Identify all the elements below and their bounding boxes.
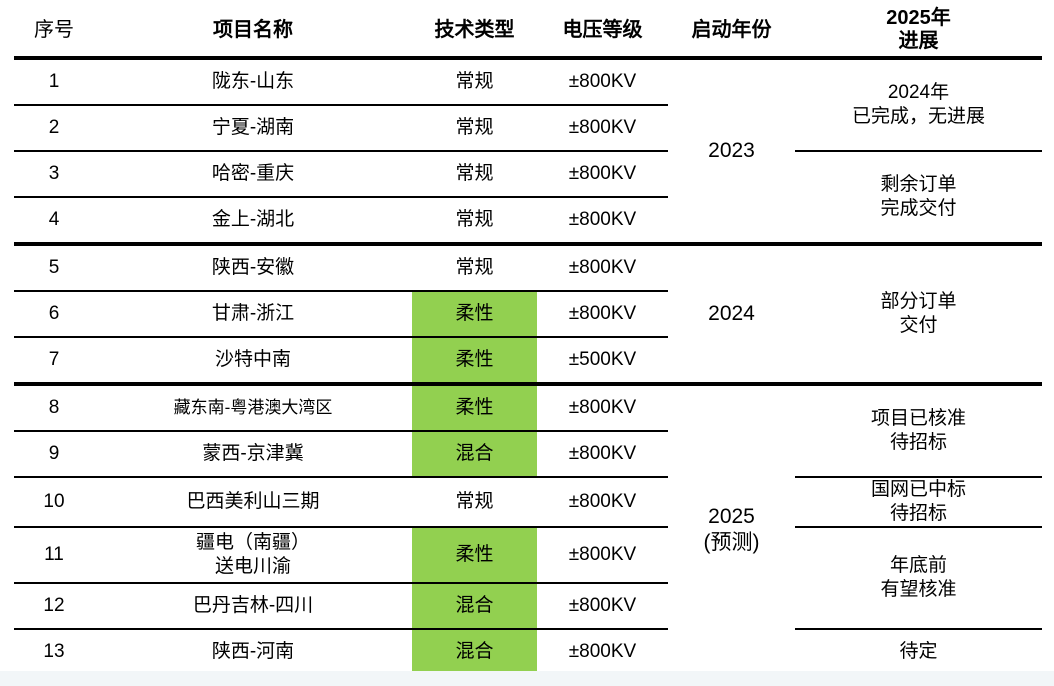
cell-project-name: 巴西美利山三期 <box>94 477 412 528</box>
cell-progress-group: 部分订单 交付 <box>795 244 1042 386</box>
cell-voltage: ±800KV <box>537 197 668 246</box>
column-header-progress: 2025年 进展 <box>795 4 1042 60</box>
cell-no: 1 <box>14 58 94 106</box>
cell-tech-type: 常规 <box>412 244 537 292</box>
cell-tech-type: 常规 <box>412 197 537 246</box>
table-row: 8 藏东南-粤港澳大湾区 柔性 ±800KV 2025 (预测) 项目已核准 待… <box>14 384 1042 679</box>
footer-strip <box>0 671 1054 686</box>
cell-voltage: ±500KV <box>537 337 668 386</box>
cell-tech-type: 柔性 <box>412 526 537 584</box>
cell-progress-group: 待定 <box>795 628 1042 679</box>
cell-voltage: ±800KV <box>537 431 668 478</box>
cell-project-name: 陕西-安徽 <box>94 244 412 292</box>
table-row: 1 陇东-山东 常规 ±800KV 2023 2024年 已完成，无进展 <box>14 58 1042 246</box>
table-row: 9 蒙西-京津冀 混合 ±800KV <box>14 431 1042 478</box>
cell-project-name: 沙特中南 <box>94 337 412 386</box>
table-row: 10 巴西美利山三期 常规 ±800KV 国网已中标 待招标 <box>14 477 1042 528</box>
cell-voltage: ±800KV <box>537 582 668 630</box>
cell-project-name: 蒙西-京津冀 <box>94 431 412 478</box>
cell-start-year-group: 2025 (预测) <box>668 384 795 679</box>
cell-tech-type: 柔性 <box>412 337 537 386</box>
table-row: 6 甘肃-浙江 柔性 ±800KV <box>14 291 1042 338</box>
cell-project-name: 哈密-重庆 <box>94 151 412 198</box>
cell-tech-type: 常规 <box>412 105 537 152</box>
cell-voltage: ±800KV <box>537 384 668 432</box>
cell-voltage: ±800KV <box>537 58 668 106</box>
cell-tech-type: 常规 <box>412 58 537 106</box>
cell-project-name: 巴丹吉林-四川 <box>94 582 412 630</box>
cell-no: 3 <box>14 151 94 198</box>
table-row: 3 哈密-重庆 常规 ±800KV 剩余订单 完成交付 <box>14 151 1042 246</box>
cell-progress-group: 项目已核准 待招标 <box>795 384 1042 478</box>
cell-voltage: ±800KV <box>537 477 668 528</box>
table-row: 13 陕西-河南 混合 ±800KV 待定 <box>14 628 1042 679</box>
cell-no: 9 <box>14 431 94 478</box>
cell-project-name: 金上-湖北 <box>94 197 412 246</box>
table-row: 7 沙特中南 柔性 ±500KV <box>14 337 1042 386</box>
cell-no: 4 <box>14 197 94 246</box>
header-row: 序号 项目名称 技术类型 电压等级 启动年份 2025年 进展 <box>14 4 1042 60</box>
cell-tech-type: 常规 <box>412 151 537 198</box>
cell-voltage: ±800KV <box>537 105 668 152</box>
cell-project-name: 藏东南-粤港澳大湾区 <box>94 384 412 432</box>
cell-no: 2 <box>14 105 94 152</box>
cell-project-name: 宁夏-湖南 <box>94 105 412 152</box>
column-header-start-year: 启动年份 <box>668 4 795 60</box>
cell-no: 8 <box>14 384 94 432</box>
cell-no: 11 <box>14 526 94 584</box>
cell-no: 12 <box>14 582 94 630</box>
cell-progress-group: 剩余订单 完成交付 <box>795 151 1042 246</box>
column-header-voltage: 电压等级 <box>537 4 668 60</box>
cell-no: 10 <box>14 477 94 528</box>
cell-project-name: 陇东-山东 <box>94 58 412 106</box>
table-row: 11 疆电（南疆） 送电川渝 柔性 ±800KV 年底前 有望核准 <box>14 526 1042 630</box>
cell-tech-type: 混合 <box>412 582 537 630</box>
cell-voltage: ±800KV <box>537 628 668 679</box>
cell-no: 6 <box>14 291 94 338</box>
cell-voltage: ±800KV <box>537 151 668 198</box>
cell-no: 7 <box>14 337 94 386</box>
table-row: 4 金上-湖北 常规 ±800KV <box>14 197 1042 246</box>
cell-project-name: 甘肃-浙江 <box>94 291 412 338</box>
column-header-tech-type: 技术类型 <box>412 4 537 60</box>
table-row: 2 宁夏-湖南 常规 ±800KV <box>14 105 1042 152</box>
column-header-no: 序号 <box>14 4 94 60</box>
cell-tech-type: 混合 <box>412 628 537 679</box>
cell-project-name: 疆电（南疆） 送电川渝 <box>94 526 412 584</box>
column-header-project-name: 项目名称 <box>94 4 412 60</box>
cell-progress-group: 2024年 已完成，无进展 <box>795 58 1042 152</box>
cell-progress-group: 年底前 有望核准 <box>795 526 1042 630</box>
cell-project-name: 陕西-河南 <box>94 628 412 679</box>
cell-no: 5 <box>14 244 94 292</box>
cell-tech-type: 常规 <box>412 477 537 528</box>
cell-tech-type: 混合 <box>412 431 537 478</box>
cell-start-year-group: 2023 <box>668 58 795 246</box>
cell-tech-type: 柔性 <box>412 291 537 338</box>
table-row: 5 陕西-安徽 常规 ±800KV 2024 部分订单 交付 <box>14 244 1042 386</box>
uhv-projects-table: 序号 项目名称 技术类型 电压等级 启动年份 2025年 进展 1 陇东-山东 … <box>14 4 1042 679</box>
cell-start-year-group: 2024 <box>668 244 795 386</box>
cell-voltage: ±800KV <box>537 526 668 584</box>
table-row: 12 巴丹吉林-四川 混合 ±800KV <box>14 582 1042 630</box>
cell-progress-group: 国网已中标 待招标 <box>795 477 1042 528</box>
cell-voltage: ±800KV <box>537 244 668 292</box>
cell-tech-type: 柔性 <box>412 384 537 432</box>
cell-voltage: ±800KV <box>537 291 668 338</box>
cell-no: 13 <box>14 628 94 679</box>
